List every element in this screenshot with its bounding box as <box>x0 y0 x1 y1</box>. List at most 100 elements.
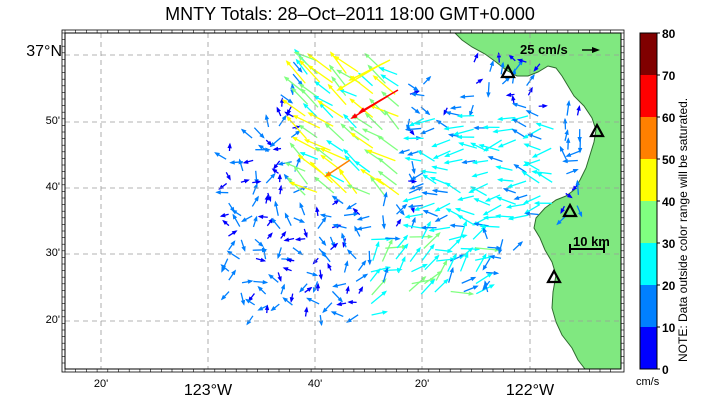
current-vector <box>375 177 400 196</box>
current-vector <box>282 267 292 272</box>
current-vector <box>538 103 548 109</box>
current-vector <box>576 105 581 116</box>
current-vector <box>276 106 282 117</box>
current-vector <box>303 228 308 239</box>
current-vector <box>421 220 431 240</box>
current-vector <box>350 95 389 120</box>
current-vector <box>307 112 334 127</box>
current-vector <box>269 137 282 148</box>
reference-vector-label: 25 cm/s <box>520 42 568 57</box>
triangle-station-icon <box>562 202 578 218</box>
current-vector <box>500 61 505 75</box>
current-vector <box>280 230 287 239</box>
current-vector <box>522 127 542 139</box>
current-vector <box>432 150 451 159</box>
current-vector <box>489 60 494 72</box>
current-vector <box>220 264 230 272</box>
current-vector <box>343 113 357 129</box>
current-vector <box>413 202 435 211</box>
current-vector <box>354 160 371 173</box>
current-vector <box>257 305 268 311</box>
current-vector <box>483 139 502 152</box>
current-vector <box>564 129 569 141</box>
map-title: MNTY Totals: 28–Oct–2011 18:00 GMT+0.000 <box>165 4 535 24</box>
current-vector <box>428 226 451 233</box>
triangle-station-icon <box>546 268 562 284</box>
current-vector <box>463 285 479 293</box>
current-vector <box>482 258 491 271</box>
current-vector <box>409 234 434 239</box>
current-vector <box>222 219 230 227</box>
current-vector <box>422 174 437 185</box>
current-vector <box>497 116 515 121</box>
current-vector <box>483 280 489 293</box>
x-tick-label: 123°W <box>183 382 233 399</box>
current-vector <box>306 297 320 305</box>
colorbar-segment <box>640 243 657 285</box>
current-vector <box>240 239 246 252</box>
current-vector <box>370 290 388 305</box>
current-vector <box>355 273 369 282</box>
current-vector <box>395 204 405 216</box>
colorbar-tick-label: 50 <box>662 153 676 167</box>
current-vector <box>576 205 583 218</box>
current-vector <box>318 269 323 280</box>
current-vector <box>456 113 475 119</box>
current-vector <box>268 273 279 283</box>
current-vector <box>508 54 516 62</box>
current-vector <box>369 267 381 282</box>
current-vector <box>422 75 432 85</box>
current-vector <box>449 105 462 110</box>
current-vector <box>317 216 327 230</box>
current-vector <box>410 172 424 181</box>
y-tick-label: 30' <box>45 247 60 259</box>
current-vector <box>457 195 474 201</box>
current-vector <box>513 163 527 173</box>
current-vector <box>367 250 372 266</box>
colorbar-segment <box>640 201 657 243</box>
current-vector <box>404 156 422 162</box>
current-vectors <box>214 48 583 327</box>
current-vector <box>421 243 435 261</box>
current-vector <box>266 232 273 240</box>
current-vector <box>345 285 350 294</box>
current-vector <box>297 55 318 75</box>
current-vector <box>332 223 347 229</box>
current-vector <box>280 283 285 295</box>
current-vector <box>251 195 259 207</box>
current-vector <box>299 59 321 83</box>
current-vector <box>319 213 332 218</box>
scale-bar-label: 10 km <box>573 234 610 249</box>
current-vector <box>307 64 333 84</box>
current-vector <box>429 176 448 185</box>
current-vector <box>378 67 398 76</box>
current-vector <box>521 170 540 184</box>
current-vector <box>448 266 454 283</box>
current-vector <box>370 176 386 196</box>
coastline-land <box>454 33 621 369</box>
current-vector <box>304 286 313 293</box>
current-vector <box>381 215 386 230</box>
current-vector <box>292 61 303 73</box>
current-vector <box>448 234 468 241</box>
current-vector <box>219 213 229 218</box>
current-vector <box>349 132 374 149</box>
current-vector <box>273 160 281 170</box>
current-vector <box>496 177 514 183</box>
colorbar-unit: cm/s <box>636 376 660 388</box>
current-vector <box>536 172 553 183</box>
current-vector <box>293 51 318 62</box>
current-vector <box>443 125 464 131</box>
current-vector <box>283 76 306 94</box>
current-vector <box>487 245 502 251</box>
current-vector <box>245 298 256 306</box>
colorbar-tick-label: 0 <box>662 363 669 377</box>
current-vector <box>252 183 258 195</box>
current-vector <box>341 232 347 248</box>
current-vector <box>298 83 318 98</box>
current-vector <box>577 137 583 154</box>
x-tick-label: 122°W <box>505 382 555 399</box>
current-vector <box>292 115 321 129</box>
current-vector <box>320 154 344 173</box>
